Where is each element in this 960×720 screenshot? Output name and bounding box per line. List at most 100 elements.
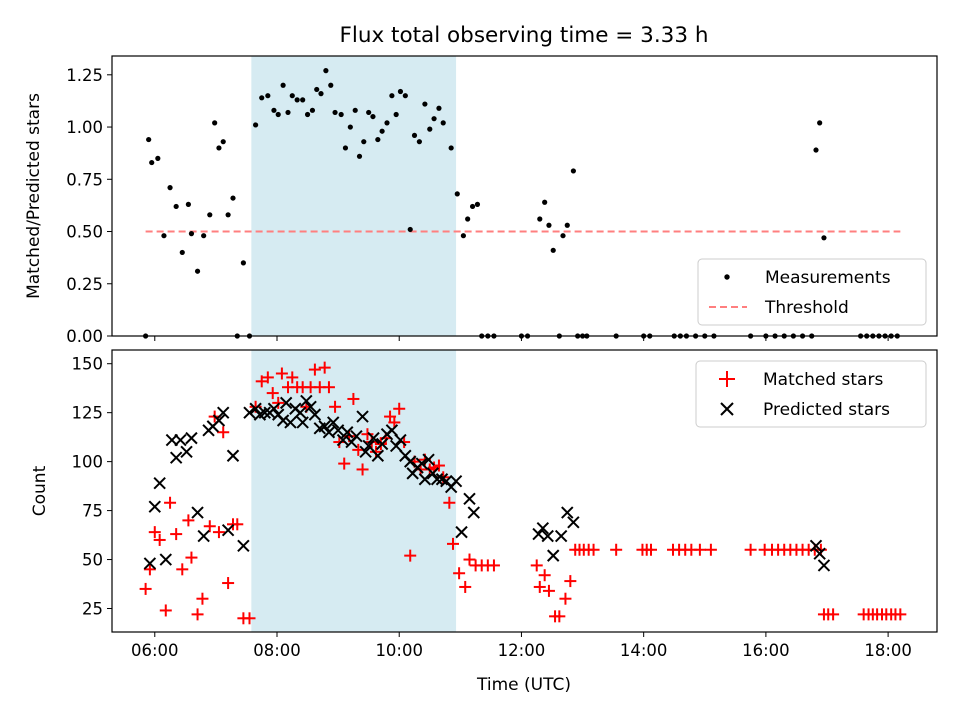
measurement-point bbox=[356, 153, 363, 159]
measurement-point bbox=[821, 235, 827, 241]
matched-star-point bbox=[538, 569, 551, 582]
predicted-star-point bbox=[371, 449, 385, 462]
x-axis-label: Time (UTC) bbox=[476, 675, 571, 695]
predicted-star-point bbox=[331, 424, 345, 437]
predicted-star-point bbox=[267, 402, 281, 415]
matched-star-point bbox=[318, 361, 331, 374]
measurement-point bbox=[352, 107, 358, 113]
bottom-axes-frame bbox=[111, 349, 938, 633]
predicted-star-point bbox=[304, 400, 317, 413]
matched-star-point bbox=[553, 610, 566, 623]
matched-star-point bbox=[533, 580, 546, 593]
matched-star-point bbox=[255, 375, 268, 388]
measurement-point bbox=[216, 145, 222, 151]
matched-star-point bbox=[148, 526, 161, 539]
x-tick-label: 10:00 bbox=[375, 641, 423, 660]
predicted-star-point bbox=[258, 406, 271, 419]
top-y-axis-label: Matched/Predicted stars bbox=[24, 93, 44, 299]
measurement-point bbox=[332, 109, 338, 116]
matched-star-point bbox=[447, 537, 459, 550]
bottom-y-tick-label: 100 bbox=[72, 453, 104, 472]
measurement-point bbox=[149, 159, 155, 166]
measurement-point bbox=[416, 139, 422, 145]
bottom-axis-ticks: 06:00 08:00 10:00 12:00 14:00 16:00 18:00 25 50 7… bbox=[72, 355, 912, 660]
predicted-star-point bbox=[817, 559, 831, 572]
measurement-points bbox=[143, 68, 900, 339]
bottom-y-tick-label: 75 bbox=[82, 502, 103, 521]
predicted-star-point bbox=[350, 429, 363, 443]
predicted-star-point bbox=[308, 408, 322, 421]
predicted-star-point bbox=[237, 539, 250, 553]
measurement-point bbox=[427, 126, 433, 132]
predicted-star-point bbox=[197, 529, 210, 543]
x-tick-label: 14:00 bbox=[620, 641, 668, 660]
x-tick-label: 06:00 bbox=[131, 641, 179, 660]
measurement-point bbox=[201, 233, 207, 239]
predicted-star-point bbox=[180, 445, 193, 459]
matched-star-point bbox=[587, 543, 600, 556]
measurement-point bbox=[240, 260, 246, 266]
measurement-point bbox=[542, 199, 548, 205]
measurement-point bbox=[188, 231, 195, 237]
predicted-star-point bbox=[276, 414, 290, 427]
matched-star-point bbox=[275, 367, 288, 380]
top-y-tick-label: 0.25 bbox=[66, 275, 103, 294]
matched-star-point bbox=[170, 528, 183, 541]
predicted-star-point bbox=[318, 420, 331, 433]
matched-star-point bbox=[393, 402, 406, 415]
measurement-point bbox=[393, 111, 399, 118]
predicted-star-point bbox=[422, 453, 435, 466]
top-y-tick-label: 1.00 bbox=[66, 118, 103, 137]
legend-measurements-marker bbox=[724, 274, 730, 280]
measurement-point bbox=[422, 101, 428, 107]
predicted-star-point bbox=[226, 449, 240, 462]
predicted-star-point bbox=[217, 406, 230, 419]
measurement-point bbox=[289, 93, 295, 99]
measurement-point bbox=[440, 120, 446, 126]
measurement-point bbox=[207, 212, 213, 218]
predicted-star-point bbox=[541, 529, 554, 543]
matched-star-point bbox=[272, 396, 285, 409]
matched-star-point bbox=[139, 582, 152, 595]
predicted-star-point bbox=[327, 416, 340, 429]
measurement-point bbox=[402, 93, 408, 99]
matched-star-point bbox=[286, 371, 299, 384]
predicted-star-point bbox=[221, 523, 235, 537]
observing-window-band-top bbox=[251, 56, 457, 336]
predicted-star-point bbox=[296, 416, 309, 429]
measurement-point bbox=[546, 222, 552, 228]
matched-star-point bbox=[159, 604, 172, 617]
measurement-point bbox=[179, 249, 185, 256]
measurement-point bbox=[314, 86, 320, 93]
matched-star-point bbox=[261, 371, 274, 384]
top-legend: Measurements Threshold bbox=[697, 258, 927, 326]
matched-star-point bbox=[203, 520, 216, 533]
measurement-point bbox=[411, 132, 418, 139]
measurement-point bbox=[431, 116, 437, 122]
measurement-point bbox=[469, 203, 476, 210]
top-y-tick-label: 0.75 bbox=[66, 170, 103, 189]
matched-star-point bbox=[453, 567, 466, 580]
measurement-point bbox=[271, 107, 277, 113]
measurement-point bbox=[407, 226, 413, 233]
bottom-y-tick-label: 125 bbox=[72, 404, 104, 423]
matched-star-point bbox=[559, 592, 572, 605]
predicted-star-point bbox=[389, 439, 403, 453]
top-axis-ticks: 0.00 0.25 0.50 0.75 1.00 1.25 bbox=[66, 66, 889, 346]
predicted-star-point bbox=[415, 457, 429, 470]
measurement-point bbox=[275, 111, 281, 118]
predicted-star-point bbox=[809, 539, 823, 553]
measurement-point bbox=[161, 233, 167, 239]
matched-star-point bbox=[196, 592, 209, 605]
bottom-y-tick-label: 150 bbox=[72, 355, 104, 374]
measurement-point bbox=[309, 107, 316, 113]
predicted-star-point bbox=[249, 402, 262, 415]
matched-star-point bbox=[370, 445, 382, 458]
measurement-point bbox=[167, 185, 173, 191]
measurement-point bbox=[397, 88, 404, 95]
matched-stars-points bbox=[139, 361, 907, 625]
matched-star-point bbox=[329, 400, 342, 413]
bottom-y-tick-label: 25 bbox=[82, 600, 103, 619]
measurement-point bbox=[817, 120, 823, 126]
